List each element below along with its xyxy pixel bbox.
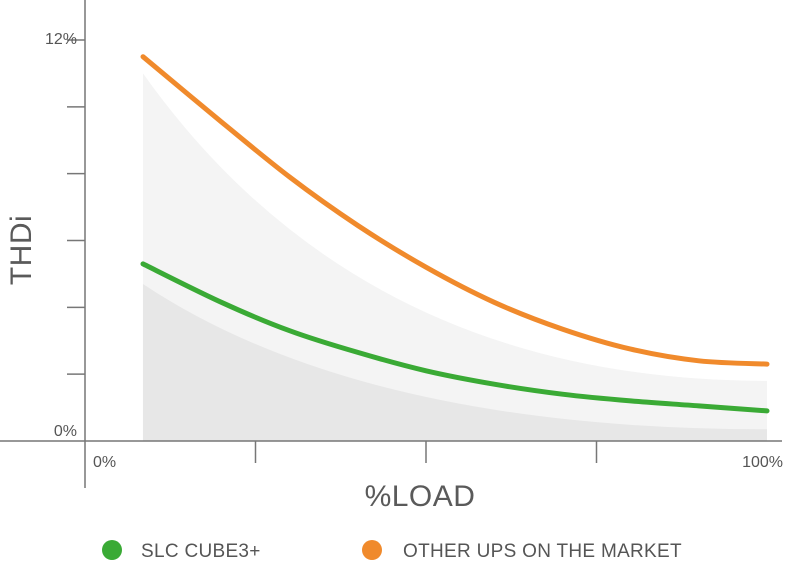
x-ticks [254,441,598,463]
shaded-bands [142,73,768,442]
series-lines [140,54,770,414]
legend-label-other: OTHER UPS ON THE MARKET [403,541,682,562]
x-axis-label: %LOAD [365,480,476,513]
legend-marker-slc [102,540,122,560]
legend-label-slc: SLC CUBE3+ [141,541,261,562]
y-tick-label-top: 12% [45,31,77,48]
y-tick-label-bottom: 0% [54,423,77,440]
series-line-1 [140,54,770,367]
legend-marker-other [362,540,382,560]
band-1 [142,73,768,442]
band-0 [142,283,768,441]
x-tick-label-end: 100% [742,454,783,471]
axes [0,0,782,488]
legend: SLC CUBE3+ OTHER UPS ON THE MARKET [102,540,682,562]
y-ticks [67,39,85,375]
y-axis-label: THDi [5,215,38,285]
x-tick-label-start: 0% [93,454,116,471]
series-line-0 [140,261,770,414]
